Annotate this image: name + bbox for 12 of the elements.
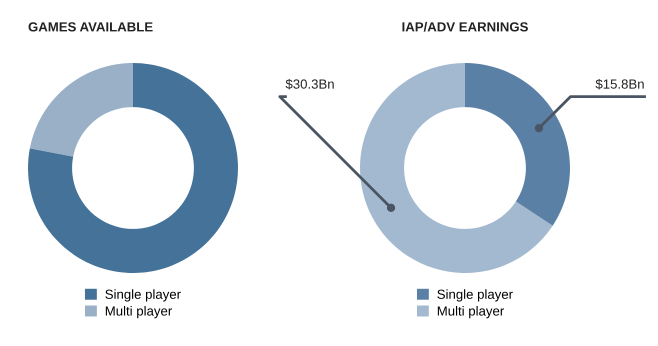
legend-label: Multi player <box>106 306 172 318</box>
chart-title: IAP/ADV EARNINGS <box>402 22 528 32</box>
donut-slice <box>30 63 133 157</box>
data-label: $30.3Bn <box>286 78 334 90</box>
donut-slice <box>360 63 553 273</box>
donut-slice <box>465 63 570 226</box>
legend-label: Single player <box>105 289 181 302</box>
data-label: $15.8Bn <box>596 78 644 90</box>
donut-slice <box>28 63 238 273</box>
chart-title: GAMES AVAILABLE <box>28 22 153 32</box>
legend-label: Multi player <box>438 306 504 318</box>
legend-label: Single player <box>437 289 513 302</box>
